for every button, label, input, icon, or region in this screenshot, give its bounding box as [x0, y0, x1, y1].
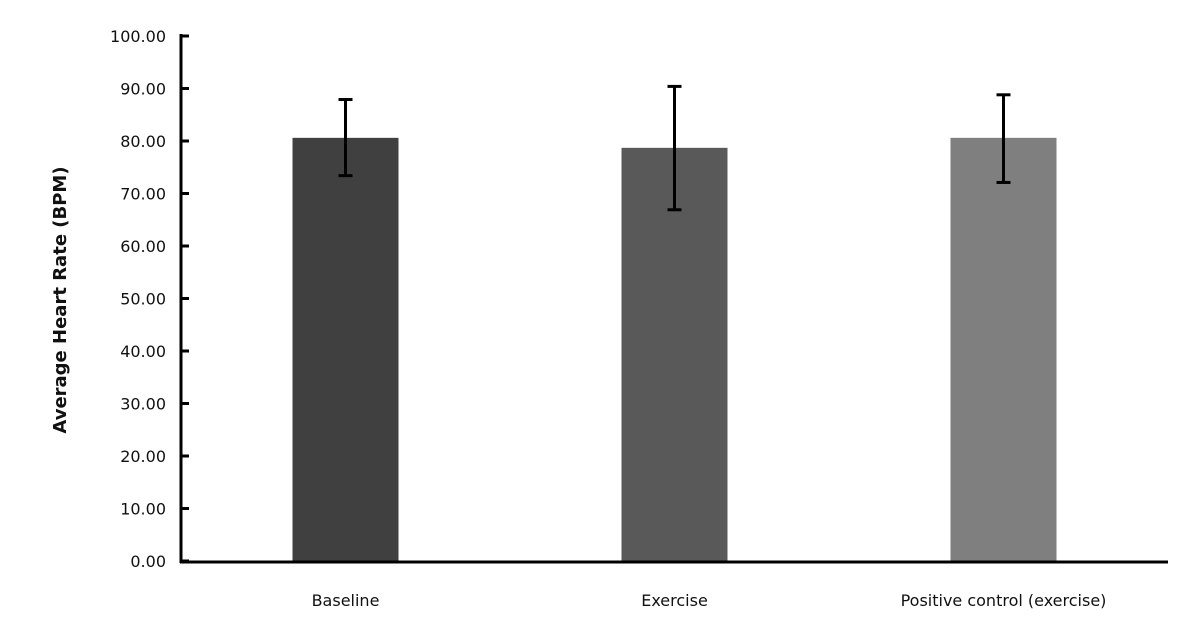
- error-bar: [996, 93, 1011, 184]
- bar-positive-control-exercise: [950, 137, 1057, 561]
- bar-baseline: [292, 137, 399, 561]
- x-tick-label: Exercise: [641, 591, 708, 610]
- y-tick-label: 60.00: [120, 237, 166, 256]
- error-bar: [338, 98, 353, 178]
- x-tick-label: Baseline: [312, 591, 380, 610]
- y-tick-label: 90.00: [120, 80, 166, 99]
- y-tick-label: 80.00: [120, 132, 166, 151]
- y-tick-label: 100.00: [110, 27, 166, 46]
- y-tick-label: 70.00: [120, 185, 166, 204]
- x-tick-label: Positive control (exercise): [901, 591, 1107, 610]
- y-tick-label: 30.00: [120, 395, 166, 414]
- y-tick-label: 50.00: [120, 290, 166, 309]
- bar-exercise: [621, 147, 728, 561]
- y-tick-label: 40.00: [120, 342, 166, 361]
- y-tick-label: 10.00: [120, 500, 166, 519]
- error-bar: [667, 84, 682, 212]
- y-tick-label: 20.00: [120, 447, 166, 466]
- y-axis-title: Average Heart Rate (BPM): [50, 166, 71, 433]
- y-tick-label: 0.00: [130, 552, 166, 571]
